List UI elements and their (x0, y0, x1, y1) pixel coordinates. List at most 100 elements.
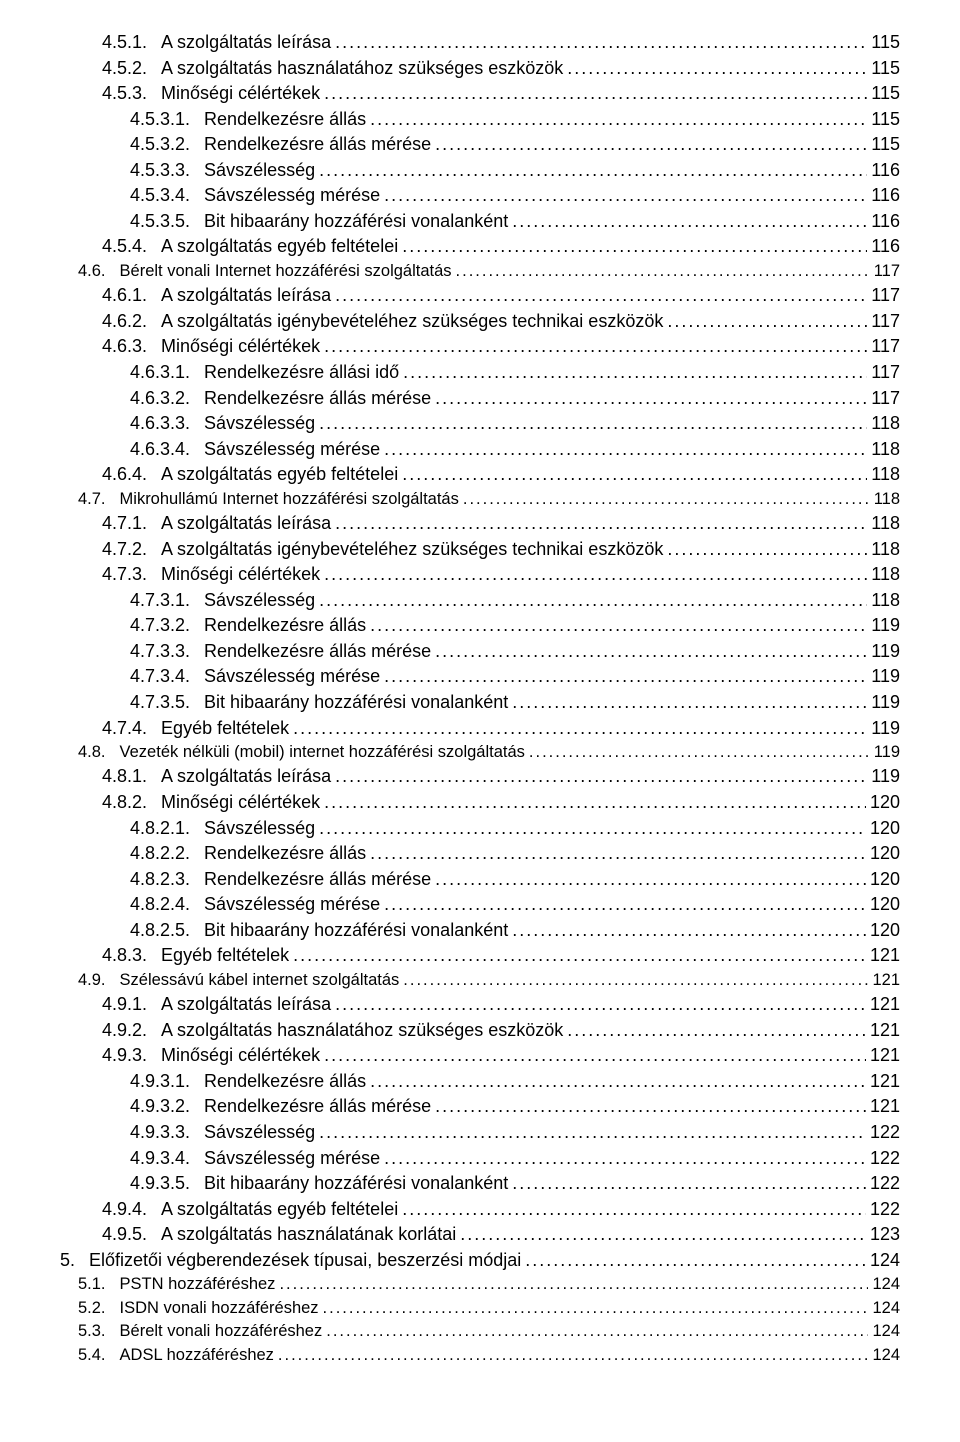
toc-entry-number: 4.8.2.4. (130, 892, 204, 918)
toc-entry-number: 4.5.1. (102, 30, 161, 56)
toc-entry-title: A szolgáltatás egyéb feltételei (161, 462, 398, 488)
toc-entry-page: 115 (867, 107, 900, 133)
toc-entry-number: 4.6.3.3. (130, 411, 204, 437)
toc-entry: 4.7.2.A szolgáltatás igénybevételéhez sz… (102, 537, 900, 563)
toc-entry-number: 4.9.2. (102, 1018, 161, 1044)
toc-entry-title: Bérelt vonali Internet hozzáférési szolg… (120, 260, 452, 283)
toc-entry: 4.7.3.1.Sávszélesség....................… (130, 588, 900, 614)
toc-entry-number: 5. (60, 1248, 89, 1274)
toc-leader-dots: ........................................… (366, 107, 867, 133)
toc-entry-number: 4.7.2. (102, 537, 161, 563)
toc-entry-number: 5.3. (78, 1320, 120, 1343)
toc-entry: 4.9.3.Minőségi célértékek...............… (102, 1043, 900, 1069)
table-of-contents: 4.5.1.A szolgáltatás leírása............… (60, 30, 900, 1367)
toc-entry-page: 122 (866, 1171, 900, 1197)
toc-entry-page: 124 (868, 1273, 900, 1296)
toc-entry-number: 4.9.4. (102, 1197, 161, 1223)
toc-entry-number: 4.9.3.2. (130, 1094, 204, 1120)
toc-entry-page: 123 (866, 1222, 900, 1248)
toc-entry: 4.8.Vezeték nélküli (mobil) internet hoz… (78, 741, 900, 764)
toc-entry-number: 4.9.3.1. (130, 1069, 204, 1095)
toc-entry-title: A szolgáltatás használatához szükséges e… (161, 56, 563, 82)
toc-entry-title: Rendelkezésre állás mérése (204, 639, 431, 665)
toc-entry-page: 118 (867, 411, 900, 437)
toc-entry-number: 4.7.3.5. (130, 690, 204, 716)
toc-entry-page: 124 (868, 1344, 900, 1367)
toc-entry-page: 122 (866, 1146, 900, 1172)
toc-entry-title: Minőségi célértékek (161, 81, 320, 107)
toc-entry-number: 4.6.3.2. (130, 386, 204, 412)
toc-leader-dots: ........................................… (380, 1146, 866, 1172)
toc-leader-dots: ........................................… (431, 867, 866, 893)
toc-entry-number: 4.5.3.2. (130, 132, 204, 158)
toc-entry-title: Minőségi célértékek (161, 1043, 320, 1069)
toc-entry-page: 119 (867, 690, 900, 716)
toc-entry-title: A szolgáltatás igénybevételéhez szüksége… (161, 537, 663, 563)
toc-entry-page: 121 (866, 1018, 900, 1044)
toc-entry: 4.8.1.A szolgáltatás leírása............… (102, 764, 900, 790)
toc-leader-dots: ........................................… (275, 1273, 868, 1296)
toc-entry-title: A szolgáltatás leírása (161, 283, 331, 309)
toc-leader-dots: ........................................… (366, 613, 867, 639)
toc-leader-dots: ........................................… (274, 1344, 869, 1367)
toc-entry: 4.8.2.5.Bit hibaarány hozzáférési vonala… (130, 918, 900, 944)
toc-entry-number: 4.9.3.5. (130, 1171, 204, 1197)
toc-entry-title: A szolgáltatás leírása (161, 511, 331, 537)
toc-leader-dots: ........................................… (525, 741, 870, 764)
toc-leader-dots: ........................................… (563, 56, 867, 82)
toc-entry-title: Sávszélesség (204, 411, 315, 437)
toc-leader-dots: ........................................… (319, 1297, 869, 1320)
toc-entry-title: Sávszélesség (204, 158, 315, 184)
toc-leader-dots: ........................................… (289, 716, 867, 742)
toc-entry-title: Sávszélesség mérése (204, 1146, 380, 1172)
toc-entry-title: Sávszélesség mérése (204, 183, 380, 209)
toc-entry-page: 119 (867, 613, 900, 639)
toc-entry: 4.7.3.5.Bit hibaarány hozzáférési vonala… (130, 690, 900, 716)
toc-entry-title: Bit hibaarány hozzáférési vonalanként (204, 209, 508, 235)
toc-entry-number: 4.8.1. (102, 764, 161, 790)
toc-leader-dots: ........................................… (380, 664, 867, 690)
toc-entry-page: 124 (868, 1297, 900, 1320)
toc-leader-dots: ........................................… (521, 1248, 866, 1274)
toc-entry-number: 4.7.3.2. (130, 613, 204, 639)
toc-entry-page: 121 (866, 1069, 900, 1095)
toc-leader-dots: ........................................… (315, 588, 867, 614)
toc-entry-title: Szélessávú kábel internet szolgáltatás (120, 969, 400, 992)
toc-leader-dots: ........................................… (331, 283, 867, 309)
toc-leader-dots: ........................................… (399, 360, 867, 386)
toc-entry-title: Sávszélesség mérése (204, 664, 380, 690)
toc-entry: 4.7.3.3.Rendelkezésre állás mérése......… (130, 639, 900, 665)
toc-entry-title: Minőségi célértékek (161, 562, 320, 588)
toc-entry-title: Minőségi célértékek (161, 334, 320, 360)
toc-entry-title: A szolgáltatás leírása (161, 30, 331, 56)
toc-entry: 4.8.2.1.Sávszélesség....................… (130, 816, 900, 842)
toc-leader-dots: ........................................… (331, 992, 866, 1018)
toc-entry-title: A szolgáltatás használatának korlátai (161, 1222, 456, 1248)
toc-entry-page: 118 (870, 488, 900, 511)
toc-entry-page: 115 (867, 132, 900, 158)
toc-entry-page: 119 (867, 764, 900, 790)
toc-entry-page: 120 (866, 816, 900, 842)
toc-entry-number: 4.7.1. (102, 511, 161, 537)
toc-entry-title: Bit hibaarány hozzáférési vonalanként (204, 918, 508, 944)
toc-entry: 4.8.2.4.Sávszélesség mérése.............… (130, 892, 900, 918)
toc-leader-dots: ........................................… (431, 132, 867, 158)
toc-entry: 4.7.Mikrohullámú Internet hozzáférési sz… (78, 488, 900, 511)
toc-entry-number: 4.8.2.2. (130, 841, 204, 867)
toc-entry: 4.8.2.2.Rendelkezésre állás.............… (130, 841, 900, 867)
toc-entry-title: A szolgáltatás használatához szükséges e… (161, 1018, 563, 1044)
toc-leader-dots: ........................................… (398, 462, 867, 488)
toc-entry-title: Rendelkezésre állás mérése (204, 132, 431, 158)
toc-entry-title: ADSL hozzáféréshez (120, 1344, 274, 1367)
toc-leader-dots: ........................................… (508, 690, 867, 716)
toc-entry-page: 121 (868, 969, 900, 992)
toc-leader-dots: ........................................… (431, 639, 867, 665)
toc-entry-page: 116 (867, 234, 900, 260)
toc-entry: 4.9.2.A szolgáltatás használatához szüks… (102, 1018, 900, 1044)
toc-entry-page: 118 (867, 437, 900, 463)
toc-entry-page: 118 (867, 562, 900, 588)
toc-entry: 4.9.3.1.Rendelkezésre állás.............… (130, 1069, 900, 1095)
toc-entry-title: Egyéb feltételek (161, 716, 289, 742)
toc-entry: 4.6.3.4.Sávszélesség mérése.............… (130, 437, 900, 463)
toc-entry-title: Rendelkezésre állás (204, 107, 366, 133)
